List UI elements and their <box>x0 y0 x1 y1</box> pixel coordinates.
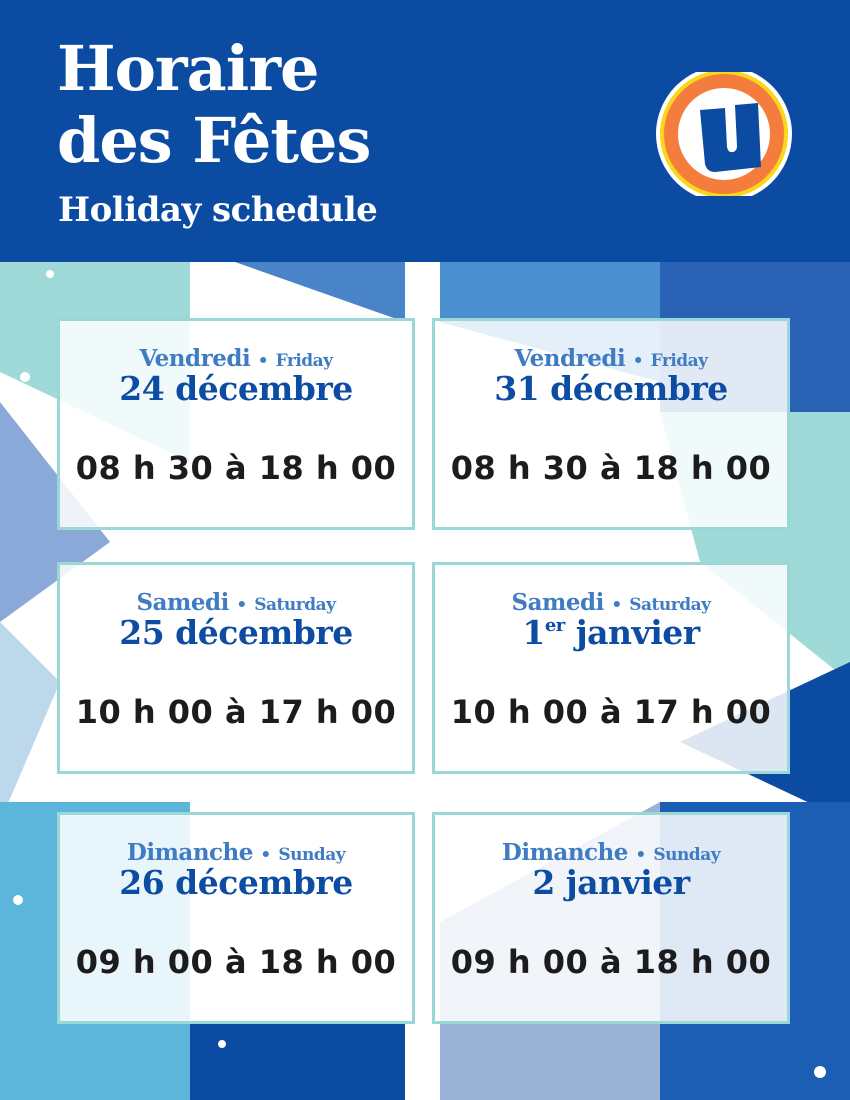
day-en: Saturday <box>629 595 711 615</box>
day-fr: Dimanche <box>126 839 254 866</box>
separator: • <box>611 595 622 615</box>
separator: • <box>632 351 644 371</box>
separator: • <box>236 595 247 615</box>
day-en: Sunday <box>653 845 721 865</box>
schedule-card: Samedi • Saturday 1er janvier 10 h 00 à … <box>432 562 790 774</box>
day-fr: Samedi <box>136 589 230 616</box>
day-fr: Dimanche <box>501 839 629 866</box>
schedule-card: Samedi • Saturday 25 décembre 10 h 00 à … <box>57 562 415 774</box>
schedule-card: Dimanche • Sunday 26 décembre 09 h 00 à … <box>57 812 415 1024</box>
date: 2 janvier <box>532 863 690 902</box>
hours: 10 h 00 à 17 h 00 <box>450 693 772 731</box>
date: 1er janvier <box>435 616 787 649</box>
hours: 09 h 00 à 18 h 00 <box>450 943 772 981</box>
title-line2: des Fêtes <box>57 104 371 177</box>
date-ordinal: er <box>544 615 565 636</box>
subtitle: Holiday schedule <box>58 190 378 230</box>
separator: • <box>260 845 271 865</box>
hours: 08 h 30 à 18 h 00 <box>450 449 772 487</box>
day-fr: Vendredi <box>514 345 626 372</box>
schedule-card: Vendredi • Friday 31 décembre 08 h 30 à … <box>432 318 790 530</box>
header: Horaire des Fêtes Holiday schedule <box>0 0 850 262</box>
date: 31 décembre <box>494 369 728 408</box>
day-en: Friday <box>275 351 333 371</box>
hours: 10 h 00 à 17 h 00 <box>75 693 397 731</box>
separator: • <box>257 351 269 371</box>
separator: • <box>635 845 646 865</box>
day-fr: Samedi <box>511 589 605 616</box>
date-day: 1 <box>522 613 545 652</box>
brand-logo <box>656 72 792 196</box>
hours: 09 h 00 à 18 h 00 <box>75 943 397 981</box>
schedule-card: Vendredi • Friday 24 décembre 08 h 30 à … <box>57 318 415 530</box>
date: 24 décembre <box>119 369 353 408</box>
hours: 08 h 30 à 18 h 00 <box>75 449 397 487</box>
day-en: Friday <box>650 351 708 371</box>
date: 25 décembre <box>119 613 353 652</box>
date-month: janvier <box>564 613 700 652</box>
day-en: Saturday <box>254 595 336 615</box>
title-line1: Horaire <box>57 32 319 105</box>
day-en: Sunday <box>278 845 346 865</box>
date: 26 décembre <box>119 863 353 902</box>
day-fr: Vendredi <box>139 345 251 372</box>
schedule-card: Dimanche • Sunday 2 janvier 09 h 00 à 18… <box>432 812 790 1024</box>
